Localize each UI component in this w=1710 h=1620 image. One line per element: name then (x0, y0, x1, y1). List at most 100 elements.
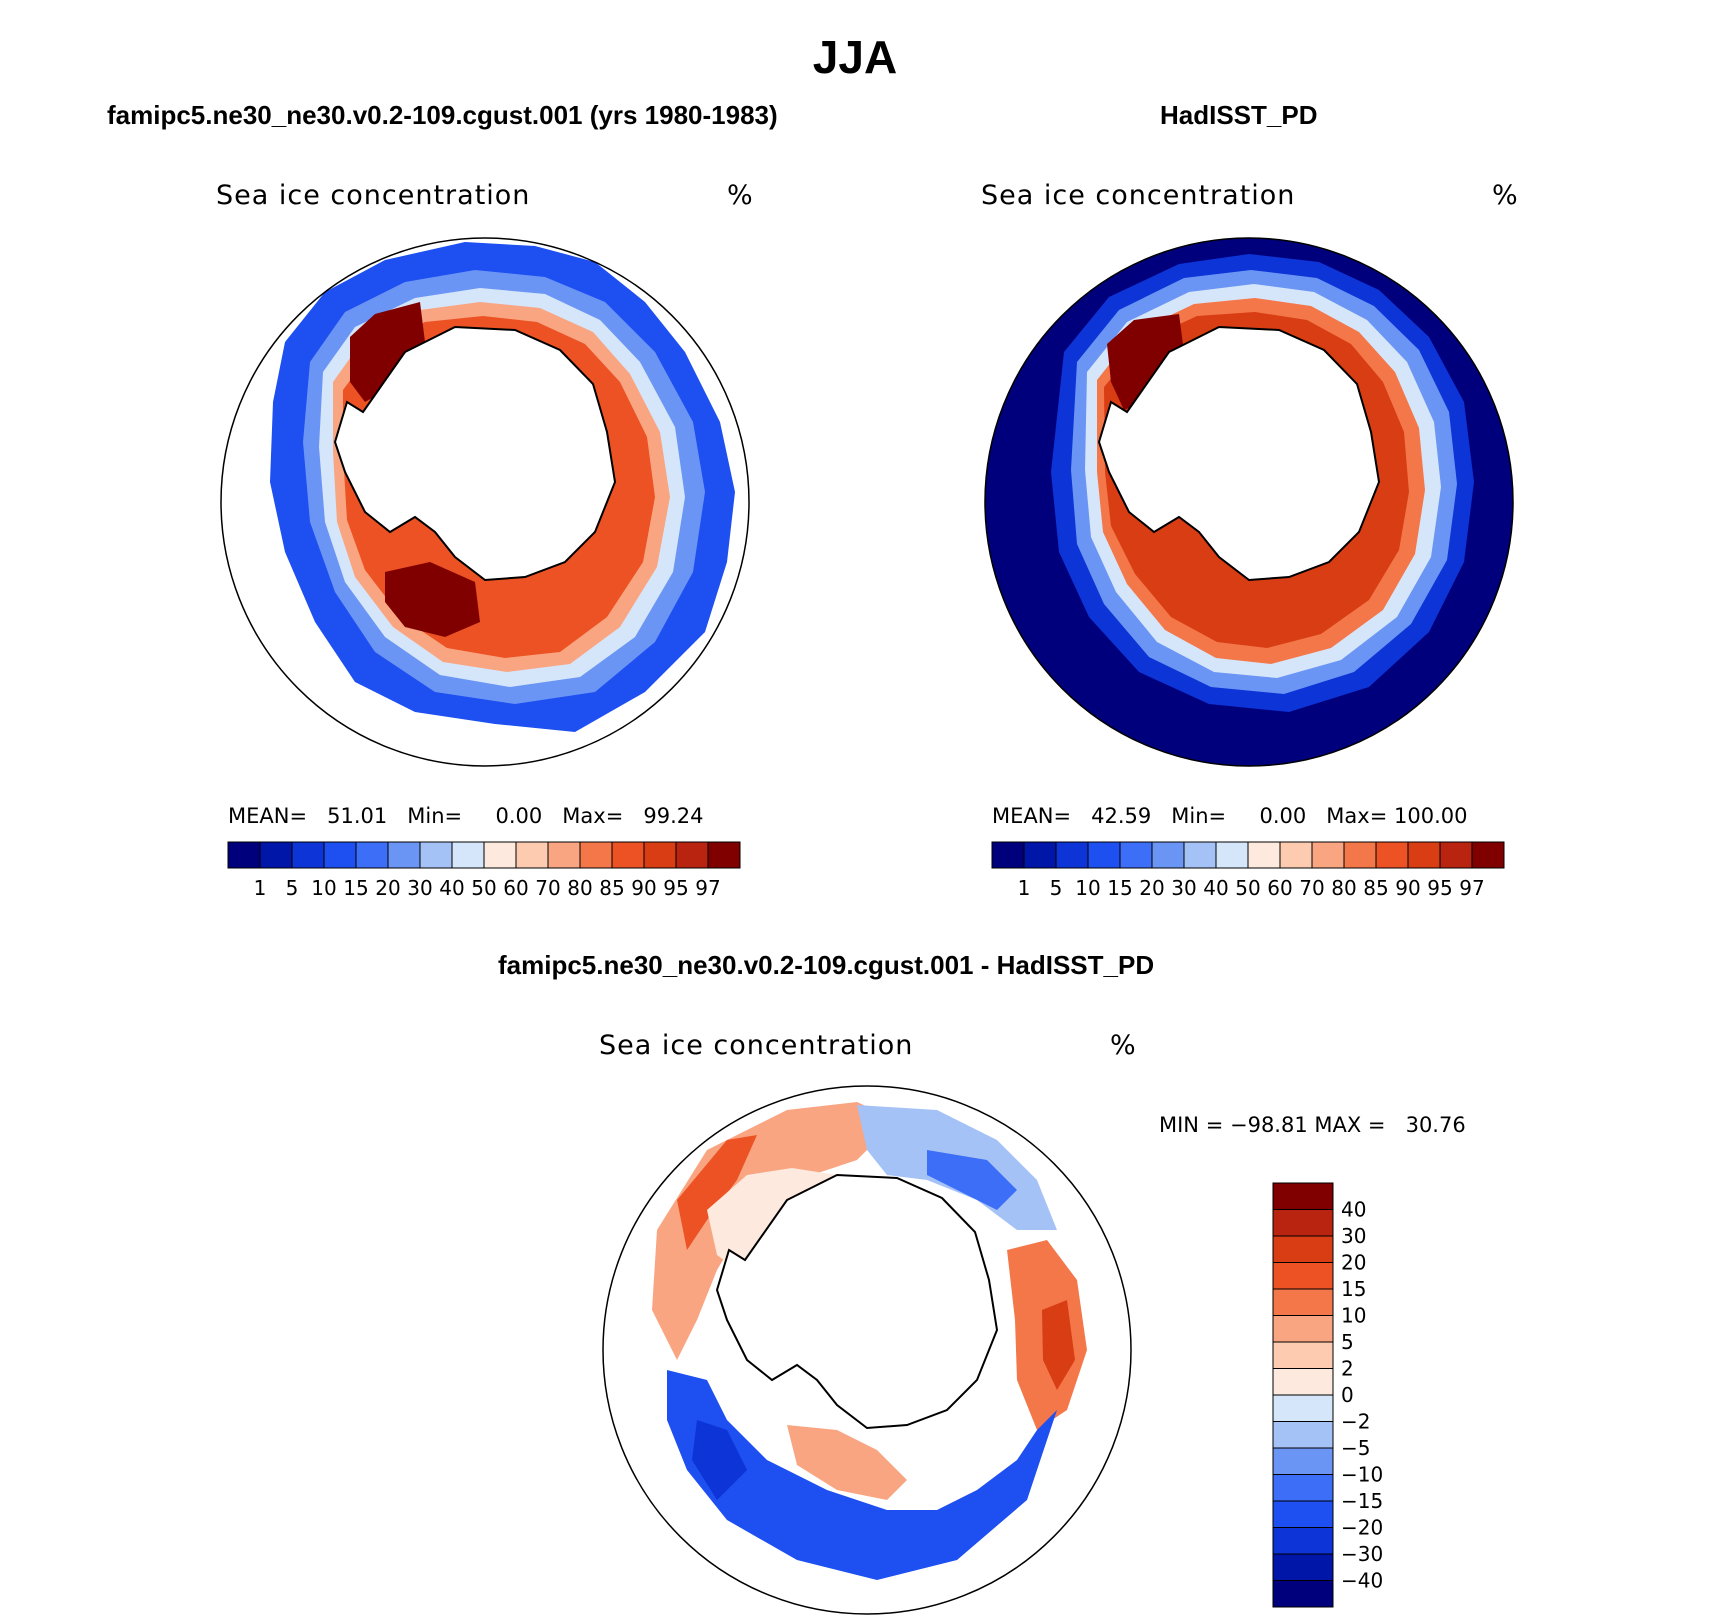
panel-model-colorbar-box (323, 841, 357, 869)
panel-obs-colorbar-label: 95 (1427, 876, 1452, 900)
panel-obs-colorbar-box (1375, 841, 1409, 869)
panel-obs-colorbar-box (1279, 841, 1313, 869)
panel-diff-field (652, 1102, 1087, 1580)
panel-diff-colorbar-box (1272, 1182, 1334, 1210)
panel-model-colorbar-label: 10 (311, 876, 336, 900)
panel-obs-colorbar-box (1183, 841, 1217, 869)
panel-obs-colorbar-box (1119, 841, 1153, 869)
panel-diff-colorbar-label: 2 (1341, 1357, 1354, 1381)
panel-obs-max-value: 100.00 (1394, 804, 1468, 828)
panel-obs-colorbar-box (1407, 841, 1441, 869)
panel-obs-colorbar-label: 90 (1395, 876, 1420, 900)
panel-model-colorbar-box (419, 841, 453, 869)
panel-diff-case-title: famipc5.ne30_ne30.v0.2-109.cgust.001 - H… (498, 950, 1155, 980)
panel-diff-colorbar-box (1272, 1368, 1334, 1396)
panel-obs-colorbar-box (1247, 841, 1281, 869)
panel-diff-colorbar-label: −30 (1341, 1542, 1383, 1566)
panel-model-colorbar-label: 20 (375, 876, 400, 900)
panel-model-colorbar-box (387, 841, 421, 869)
panel-diff-polar-map (602, 1085, 1132, 1615)
panel-obs-min-value: 0.00 (1259, 804, 1307, 828)
panel-model-colorbar-box (579, 841, 613, 869)
panel-obs-colorbar-label: 85 (1363, 876, 1388, 900)
panel-obs-colorbar-label: 30 (1171, 876, 1196, 900)
panel-diff-stats: MIN = −98.81 MAX = 30.76 (1159, 1113, 1466, 1137)
panel-obs-colorbar-box (991, 841, 1025, 869)
panel-model-colorbar-label: 30 (407, 876, 432, 900)
panel-model-colorbar: 1 5 10 15 20 30 40 50 60 70 80 85 90 95 97 (227, 841, 741, 900)
panel-model-colorbar-label: 70 (535, 876, 560, 900)
panel-model-mean-value: 51.01 (327, 804, 388, 828)
panel-diff-colorbar-label: −2 (1341, 1410, 1370, 1434)
panel-obs-colorbar-label: 60 (1267, 876, 1292, 900)
panel-obs-colorbar-box (1471, 841, 1505, 869)
panel-diff-colorbar-label: 40 (1341, 1198, 1366, 1222)
panel-diff-colorbar-label: 15 (1341, 1277, 1366, 1301)
panel-obs-colorbar-box (1311, 841, 1345, 869)
panel-model-colorbar-box (355, 841, 389, 869)
panel-diff-colorbar-label: 30 (1341, 1224, 1366, 1248)
panel-model-colorbar-label: 95 (663, 876, 688, 900)
panel-model-colorbar-box (643, 841, 677, 869)
panel-obs-colorbar-label: 5 (1050, 876, 1063, 900)
panel-obs-colorbar-label: 10 (1075, 876, 1100, 900)
panel-diff-colorbar-box (1272, 1421, 1334, 1449)
panel-model-colorbar-box (675, 841, 709, 869)
panel-model-variable-title: Sea ice concentration (216, 180, 531, 211)
panel-model-colorbar-label: 50 (471, 876, 496, 900)
panel-diff-colorbar-label: −40 (1341, 1569, 1383, 1593)
panel-model-ice-field (270, 242, 735, 732)
panel-model-colorbar-label: 60 (503, 876, 528, 900)
panel-model-max-value: 99.24 (643, 804, 704, 828)
panel-model-colorbar-label: 80 (567, 876, 592, 900)
main-title: JJA (812, 31, 898, 83)
panel-obs-units: % (1492, 180, 1518, 211)
panel-diff-colorbar-box (1272, 1315, 1334, 1343)
panel-model-min-label: Min= (407, 804, 463, 828)
panel-obs-variable-title: Sea ice concentration (981, 180, 1296, 211)
panel-model-map-border (220, 237, 750, 767)
panel-obs-colorbar-box (1087, 841, 1121, 869)
panel-model-colorbar-box (227, 841, 261, 869)
panel-obs-ice-field (985, 238, 1513, 766)
panel-diff-colorbar-box (1272, 1288, 1334, 1316)
panel-diff-colorbar-label: 5 (1341, 1330, 1354, 1354)
panel-model-colorbar-box (291, 841, 325, 869)
panel-obs-colorbar-box (1151, 841, 1185, 869)
panel-diff-colorbar-box (1272, 1341, 1334, 1369)
panel-model-max-label: Max= (562, 804, 624, 828)
panel-obs-colorbar-label: 40 (1203, 876, 1228, 900)
panel-model-colorbar-label: 1 (254, 876, 267, 900)
panel-model-stats: MEAN= 51.01 Min= 0.00 Max= 99.24 (228, 804, 703, 828)
panel-obs-colorbar-box (1023, 841, 1057, 869)
panel-model-colorbar-label: 90 (631, 876, 656, 900)
panel-diff-colorbar-box (1272, 1447, 1334, 1475)
panel-model-units: % (727, 180, 753, 211)
panel-model-colorbar-box (611, 841, 645, 869)
panel-diff-colorbar-box (1272, 1527, 1334, 1555)
panel-model-colorbar-label: 5 (286, 876, 299, 900)
panel-diff-colorbar-box (1272, 1474, 1334, 1502)
panel-diff-colorbar-label: 20 (1341, 1251, 1366, 1275)
panel-diff-colorbar-box (1272, 1209, 1334, 1237)
panel-diff-colorbar-box (1272, 1553, 1334, 1581)
panel-obs-colorbar-label: 50 (1235, 876, 1260, 900)
panel-obs-colorbar-label: 20 (1139, 876, 1164, 900)
panel-diff-units: % (1110, 1030, 1136, 1061)
panel-obs-colorbar-box (1215, 841, 1249, 869)
panel-diff-max-label: MAX = (1314, 1113, 1386, 1137)
panel-obs-colorbar-label: 15 (1107, 876, 1132, 900)
panel-obs-mean-value: 42.59 (1091, 804, 1152, 828)
panel-diff-min-label: MIN = (1159, 1113, 1224, 1137)
panel-model-colorbar-box (259, 841, 293, 869)
panel-obs-colorbar-box (1439, 841, 1473, 869)
panel-obs-colorbar-label: 97 (1459, 876, 1484, 900)
panel-model-colorbar-label: 40 (439, 876, 464, 900)
panel-diff-colorbar-box (1272, 1235, 1334, 1263)
panel-diff-variable-title: Sea ice concentration (599, 1030, 914, 1061)
panel-model-polar-map (220, 237, 750, 767)
panel-model-colorbar-box (483, 841, 517, 869)
panel-model-min-value: 0.00 (495, 804, 543, 828)
panel-diff-colorbar-box (1272, 1500, 1334, 1528)
